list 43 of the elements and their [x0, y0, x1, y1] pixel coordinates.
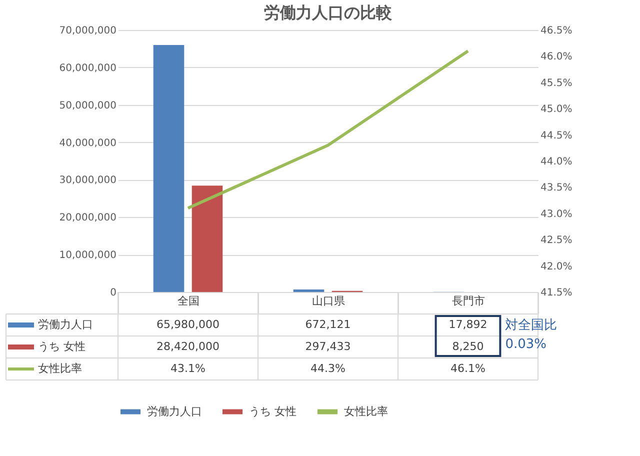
y-tick-label: 10,000,000 — [59, 250, 116, 262]
x-tick-label: 山口県 — [312, 294, 345, 308]
y2-tick-label: 44.0% — [540, 156, 572, 168]
data-label: 43.1% — [170, 362, 206, 375]
x-tick-label: 長門市 — [452, 294, 485, 308]
data-label: 44.3% — [310, 362, 346, 375]
y2-tick-label: 44.5% — [540, 130, 572, 142]
y-tick-label: 40,000,000 — [59, 138, 116, 149]
y2-tick-label: 46.0% — [540, 52, 572, 63]
y-tick-label: 60,000,000 — [59, 62, 116, 74]
y-tick-label: 50,000,000 — [59, 100, 116, 112]
data-label: 297,433 — [305, 340, 351, 353]
bar — [293, 289, 324, 292]
text: 0.03% — [505, 337, 547, 352]
y2-tick-label: 41.5% — [540, 288, 572, 298]
legend-label: うち 女性 — [249, 404, 296, 418]
y-tick-label: 0 — [110, 288, 116, 298]
text: 労働力人口 — [147, 404, 202, 418]
y-tick-label: 70,000,000 — [59, 26, 116, 36]
bar — [153, 45, 184, 292]
data-label: 65,980,000 — [156, 318, 220, 331]
y2-tick-label: 46.5% — [540, 26, 572, 36]
data-label: 672,121 — [305, 318, 351, 331]
text: 対全国比 — [505, 317, 558, 333]
y-tick-label: 20,000,000 — [59, 212, 116, 224]
data-label: 28,420,000 — [156, 340, 220, 353]
bar — [192, 186, 223, 292]
text: うち 女性 — [38, 340, 86, 353]
chart-title: 労働力人口の比較 — [264, 3, 393, 22]
y2-tick-label: 42.0% — [540, 261, 572, 272]
legend-label: 労働力人口 — [38, 318, 93, 331]
y2-tick-label: 45.0% — [540, 104, 572, 116]
data-label: 46.1% — [450, 362, 486, 375]
y2-tick-label: 43.0% — [540, 208, 572, 220]
y2-tick-label: 43.5% — [540, 182, 572, 194]
x-tick-label: 全国 — [178, 294, 200, 308]
y2-tick-label: 42.5% — [540, 235, 572, 246]
data-label: 8,250 — [452, 340, 484, 353]
y2-tick-label: 45.5% — [540, 78, 572, 89]
y-tick-label: 30,000,000 — [59, 175, 116, 186]
legend-label: 女性比率 — [38, 362, 82, 375]
data-label: 17,892 — [448, 318, 488, 331]
text: 女性比率 — [344, 404, 388, 418]
